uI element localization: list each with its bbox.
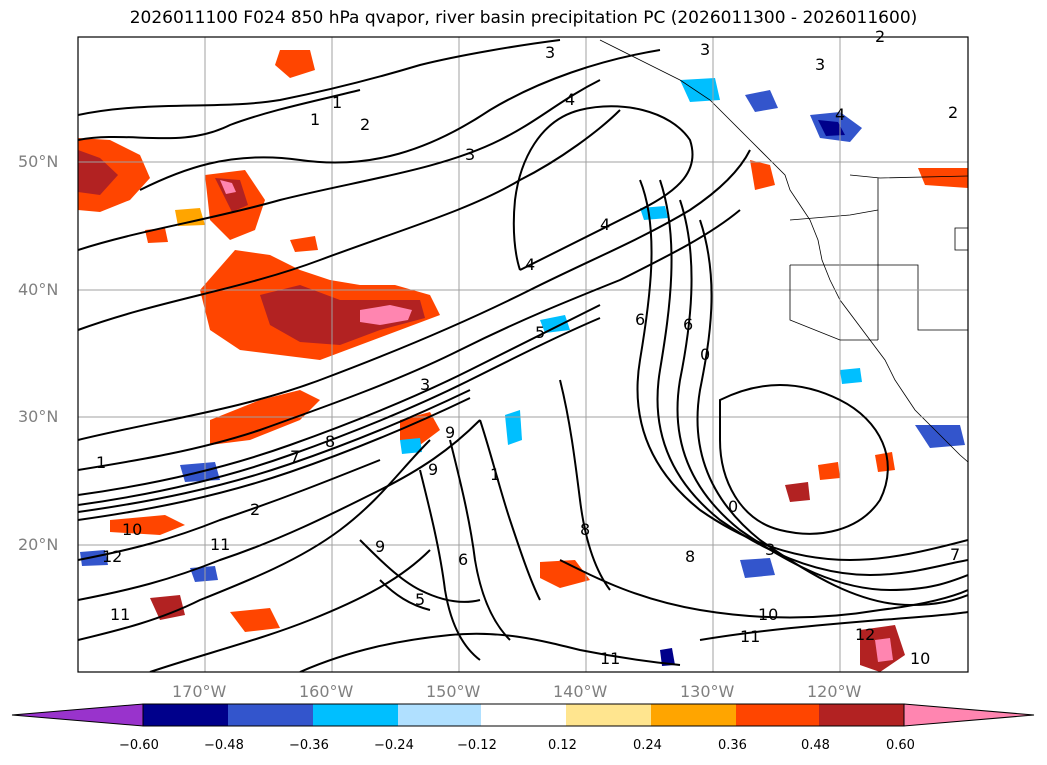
contour-label: 6 bbox=[458, 550, 468, 569]
colorbar-tick-label: −0.48 bbox=[204, 738, 244, 753]
qvapor-contours bbox=[78, 39, 968, 672]
contour-label: 0 bbox=[728, 497, 738, 516]
colorbar-bin bbox=[228, 704, 313, 726]
contour-label: 7 bbox=[950, 545, 960, 564]
contour-label: 3 bbox=[765, 540, 775, 559]
colorbar-bin bbox=[651, 704, 736, 726]
contour-label: 6 bbox=[683, 315, 693, 334]
coastline bbox=[599, 39, 968, 463]
colorbar-tick-label: −0.36 bbox=[289, 738, 329, 753]
colorbar-bin bbox=[143, 704, 228, 726]
contour-label: 1 bbox=[332, 93, 342, 112]
contour-label: 8 bbox=[325, 432, 335, 451]
contour-labels: 1 1 2 3 3 2 3 4 4 4 5 6 6 7 8 9 9 10 11 … bbox=[96, 27, 960, 668]
contour-label: 3 bbox=[545, 43, 555, 62]
contour-label: 5 bbox=[415, 590, 425, 609]
lat-label: 30°N bbox=[18, 407, 59, 426]
contour-label: 2 bbox=[948, 103, 958, 122]
colorbar-bin bbox=[736, 704, 819, 726]
contour-label: 6 bbox=[635, 310, 645, 329]
contour-label: 11 bbox=[740, 627, 760, 646]
contour-label: 12 bbox=[855, 625, 875, 644]
contour-label: 11 bbox=[210, 535, 230, 554]
map-frame bbox=[77, 36, 969, 673]
contour-label: 1 bbox=[96, 453, 106, 472]
contour-label: 10 bbox=[910, 649, 930, 668]
colorbar-bin bbox=[481, 704, 566, 726]
contour-label: 4 bbox=[600, 215, 610, 234]
colorbar-tick-label: 0.48 bbox=[801, 738, 830, 753]
lat-label: 50°N bbox=[18, 152, 59, 171]
colorbar-bin bbox=[313, 704, 398, 726]
contour-label: 9 bbox=[445, 423, 455, 442]
state-borders bbox=[789, 265, 879, 341]
contour-label: 0 bbox=[700, 345, 710, 364]
contour-label: 3 bbox=[420, 375, 430, 394]
colorbar-bin bbox=[566, 704, 651, 726]
map-title: 2026011100 F024 850 hPa qvapor, river ba… bbox=[129, 8, 918, 28]
graticule bbox=[78, 37, 968, 672]
colorbar-tick-label: −0.12 bbox=[457, 738, 497, 753]
contour-label: 10 bbox=[122, 520, 142, 539]
contour-label: 4 bbox=[565, 90, 575, 109]
colorbar-extend-low bbox=[11, 703, 144, 727]
colorbar-tick-label: 0.24 bbox=[633, 738, 662, 753]
lon-label: 130°W bbox=[680, 682, 735, 701]
colorbar-tick-label: 0.12 bbox=[548, 738, 577, 753]
precip-negative-region bbox=[80, 78, 965, 666]
contour-label: 4 bbox=[835, 105, 845, 124]
contour-label: 9 bbox=[375, 537, 385, 556]
contour-label: 11 bbox=[110, 605, 130, 624]
lon-label: 160°W bbox=[299, 682, 354, 701]
lon-label: 120°W bbox=[807, 682, 862, 701]
contour-label: 8 bbox=[580, 520, 590, 539]
contour-label: 8 bbox=[685, 547, 695, 566]
colorbar-extend-high bbox=[903, 703, 1035, 727]
contour-label: 5 bbox=[535, 323, 545, 342]
contour-label: 12 bbox=[102, 547, 122, 566]
colorbar-tick-label: 0.60 bbox=[886, 738, 915, 753]
contour-label: 9 bbox=[428, 460, 438, 479]
lon-label: 150°W bbox=[426, 682, 481, 701]
contour-label: 2 bbox=[360, 115, 370, 134]
lat-label: 40°N bbox=[18, 280, 59, 299]
colorbar-frame bbox=[142, 703, 905, 727]
colorbar-tick-label: −0.60 bbox=[119, 738, 159, 753]
contour-label: 4 bbox=[525, 255, 535, 274]
lon-label: 140°W bbox=[553, 682, 608, 701]
contour-label: 3 bbox=[465, 145, 475, 164]
contour-label: 7 bbox=[290, 447, 300, 466]
contour-label: 3 bbox=[700, 40, 710, 59]
colorbar-bin bbox=[819, 704, 904, 726]
contour-label: 2 bbox=[875, 27, 885, 46]
lat-label: 20°N bbox=[18, 535, 59, 554]
colorbar-bin bbox=[398, 704, 481, 726]
contour-label: 2 bbox=[250, 500, 260, 519]
colorbar-tick-label: −0.24 bbox=[374, 738, 414, 753]
contour-label: 1 bbox=[490, 465, 500, 484]
contour-label: 11 bbox=[600, 649, 620, 668]
colorbar bbox=[11, 703, 1035, 727]
colorbar-tick-label: 0.36 bbox=[718, 738, 747, 753]
contour-label: 3 bbox=[815, 55, 825, 74]
precip-positive-region bbox=[78, 50, 968, 672]
contour-label: 1 bbox=[310, 110, 320, 129]
lon-label: 170°W bbox=[172, 682, 227, 701]
contour-label: 10 bbox=[758, 605, 778, 624]
